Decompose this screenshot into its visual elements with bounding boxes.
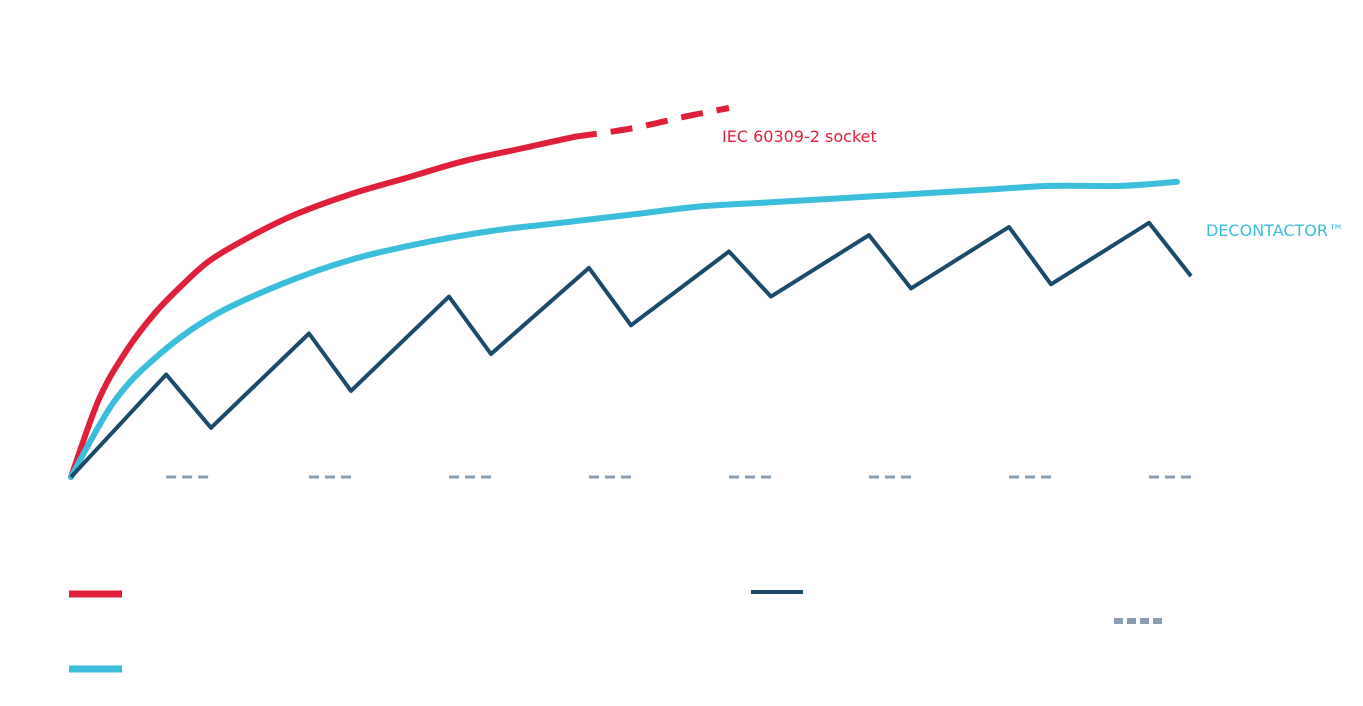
series-labels: IEC 60309-2 socket DECONTACTOR™ [722, 127, 1344, 240]
series-sawtooth-line [69, 220, 1193, 479]
series-label-iec: IEC 60309-2 socket [722, 127, 877, 146]
plot-area [68, 105, 1193, 480]
series-iec-line-solid [68, 133, 578, 480]
series-iec-line-dashed [574, 105, 730, 140]
legend [69, 590, 1166, 673]
series-decontactor-line [68, 178, 1180, 480]
series-label-decontactor: DECONTACTOR™ [1206, 221, 1344, 240]
